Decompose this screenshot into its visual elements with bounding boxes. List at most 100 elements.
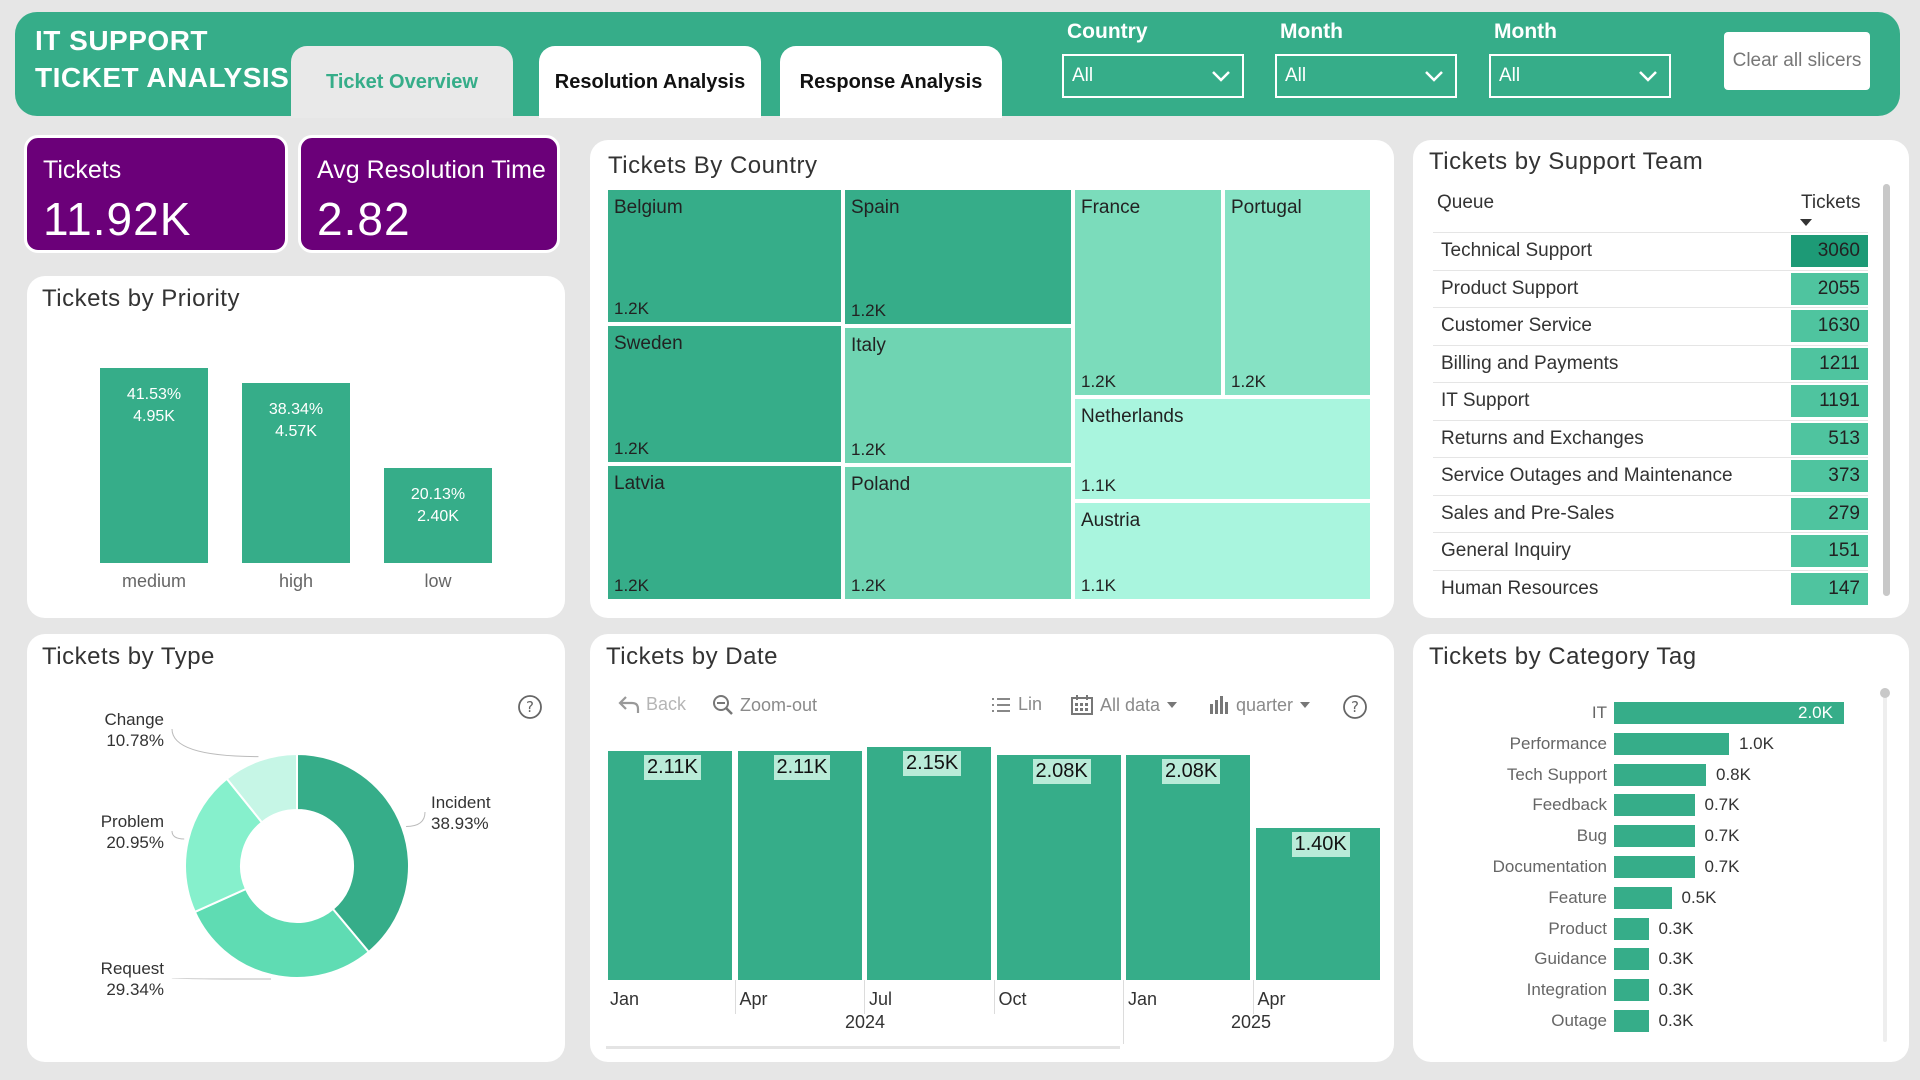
category-bar[interactable] bbox=[1614, 979, 1649, 1002]
tab-label: Resolution Analysis bbox=[554, 70, 746, 93]
treemap-cell[interactable]: Portugal 1.2K bbox=[1223, 188, 1372, 397]
scale-toggle[interactable]: Lin bbox=[990, 694, 1042, 715]
date-bar[interactable] bbox=[996, 754, 1121, 980]
table-row[interactable]: Product Support 2055 bbox=[1433, 269, 1868, 306]
table-row[interactable]: IT Support 1191 bbox=[1433, 382, 1868, 418]
month-slicer-dropdown[interactable]: All bbox=[1275, 54, 1457, 98]
tab-response-analysis[interactable]: Response Analysis bbox=[780, 46, 1002, 118]
queue-column-header[interactable]: Queue bbox=[1437, 192, 1495, 213]
date-bar[interactable] bbox=[867, 747, 991, 980]
country-slicer-dropdown[interactable]: All bbox=[1062, 54, 1244, 98]
scrollbar[interactable] bbox=[1883, 184, 1890, 596]
treemap-cell-value: 1.2K bbox=[851, 576, 886, 595]
kpi-card-tickets: Tickets 11.92K bbox=[24, 135, 288, 253]
country-slicer-label: Country bbox=[1067, 20, 1148, 43]
year-label: 2025 bbox=[1231, 1012, 1272, 1032]
zoom-out-button[interactable]: Zoom-out bbox=[712, 694, 817, 716]
category-value: 0.7K bbox=[1704, 795, 1740, 815]
category-bar[interactable] bbox=[1614, 1010, 1649, 1032]
type-donut-chart: Incident 38.93% Request 29.34% Problem 20.95%… bbox=[101, 710, 491, 999]
tab-ticket-overview[interactable]: Ticket Overview bbox=[291, 46, 513, 118]
table-row[interactable]: Returns and Exchanges 513 bbox=[1433, 419, 1868, 456]
tickets-cell: 2055 bbox=[1791, 272, 1868, 305]
priority-category-label: low bbox=[424, 571, 452, 591]
treemap-cell[interactable]: Poland 1.2K bbox=[843, 465, 1073, 601]
treemap-cell[interactable]: France 1.2K bbox=[1073, 188, 1223, 397]
date-bar-label: 2.15K bbox=[903, 751, 962, 776]
table-row[interactable]: Service Outages and Maintenance 373 bbox=[1433, 457, 1868, 493]
category-name: Feature bbox=[1548, 887, 1607, 907]
date-range-dropdown[interactable]: All data bbox=[1070, 694, 1178, 716]
donut-slice-pct: 10.78% bbox=[106, 731, 164, 750]
priority-bar[interactable]: 41.53% 4.95K bbox=[100, 368, 208, 563]
category-bar[interactable] bbox=[1614, 948, 1649, 971]
scrollbar-thumb[interactable] bbox=[1880, 688, 1890, 698]
country-slicer-value: All bbox=[1072, 65, 1094, 86]
treemap-cell-value: 1.2K bbox=[614, 576, 649, 595]
month2-slicer-dropdown[interactable]: All bbox=[1489, 54, 1671, 98]
category-bar[interactable] bbox=[1614, 732, 1729, 755]
donut-leader-line bbox=[171, 977, 271, 980]
queue-cell: Sales and Pre-Sales bbox=[1441, 502, 1615, 524]
treemap-cell-value: 1.2K bbox=[614, 439, 649, 458]
donut-slice[interactable] bbox=[184, 777, 264, 914]
tickets-column-header[interactable]: Tickets bbox=[1801, 192, 1861, 213]
category-bar[interactable] bbox=[1614, 886, 1672, 909]
donut-slice[interactable] bbox=[225, 752, 298, 824]
type-donut-card: Tickets by Type ? Incident 38.93% Request 2… bbox=[27, 634, 565, 1062]
category-name: Integration bbox=[1526, 980, 1607, 1000]
treemap-cell-value: 1.2K bbox=[1231, 372, 1266, 391]
date-tick-divider bbox=[864, 980, 865, 1014]
treemap-cell[interactable]: Belgium 1.2K bbox=[606, 188, 843, 324]
treemap-cell[interactable]: Italy 1.2K bbox=[843, 326, 1073, 465]
priority-bar[interactable]: 20.13% 2.40K bbox=[384, 468, 492, 563]
treemap-cell[interactable]: Latvia 1.2K bbox=[606, 464, 843, 601]
date-tick-divider bbox=[1252, 980, 1254, 1014]
donut-slice-name: Problem bbox=[101, 812, 164, 831]
back-button[interactable]: Back bbox=[618, 694, 686, 715]
date-bar[interactable] bbox=[1126, 754, 1250, 980]
date-bar[interactable] bbox=[608, 751, 732, 980]
clear-slicers-button[interactable]: Clear all slicers bbox=[1724, 32, 1870, 90]
donut-slice-pct: 38.93% bbox=[431, 814, 489, 833]
category-bar[interactable] bbox=[1614, 825, 1695, 848]
date-bar[interactable] bbox=[737, 751, 862, 980]
table-row[interactable]: Billing and Payments 1211 bbox=[1433, 344, 1868, 381]
treemap-cell[interactable]: Sweden 1.2K bbox=[606, 324, 843, 464]
table-row[interactable]: Human Resources 147 bbox=[1433, 569, 1868, 606]
tickets-cell: 3060 bbox=[1791, 235, 1868, 267]
tickets-cell: 1191 bbox=[1791, 385, 1868, 417]
granularity-dropdown[interactable]: quarter bbox=[1208, 694, 1311, 716]
category-bar[interactable] bbox=[1614, 794, 1695, 817]
category-value: 0.3K bbox=[1658, 949, 1694, 969]
question-circle-icon[interactable]: ? bbox=[1342, 694, 1368, 720]
question-circle-icon[interactable]: ? bbox=[517, 694, 543, 720]
donut-slice[interactable] bbox=[296, 752, 410, 954]
treemap-cell-value: 1.1K bbox=[1081, 476, 1116, 495]
category-bar[interactable] bbox=[1614, 917, 1649, 940]
support-team-title: Tickets by Support Team bbox=[1429, 148, 1704, 175]
priority-bar[interactable]: 38.34% 4.57K bbox=[242, 382, 350, 563]
category-bar[interactable] bbox=[1614, 702, 1844, 724]
table-row[interactable]: General Inquiry 151 bbox=[1433, 532, 1868, 568]
donut-leader-line bbox=[171, 830, 185, 840]
table-row[interactable]: Technical Support 3060 bbox=[1433, 232, 1868, 268]
date-chart-card: Tickets by Date Back Zoom-out Lin All da… bbox=[590, 634, 1394, 1062]
treemap-cell[interactable]: Austria 1.1K bbox=[1073, 501, 1372, 601]
treemap-cell-name: Latvia bbox=[614, 473, 665, 494]
table-row[interactable]: Sales and Pre-Sales 279 bbox=[1433, 494, 1868, 531]
tickets-cell: 151 bbox=[1791, 535, 1868, 567]
treemap-cell[interactable]: Netherlands 1.1K bbox=[1073, 397, 1372, 501]
category-bar[interactable] bbox=[1614, 856, 1695, 878]
treemap-cell[interactable]: Spain 1.2K bbox=[843, 188, 1073, 326]
category-bar[interactable] bbox=[1614, 763, 1706, 786]
country-treemap-title: Tickets By Country bbox=[608, 152, 818, 179]
donut-slice[interactable] bbox=[193, 887, 371, 979]
treemap-cell-name: Italy bbox=[851, 335, 886, 356]
queue-cell: Service Outages and Maintenance bbox=[1441, 465, 1733, 486]
table-row[interactable]: Customer Service 1630 bbox=[1433, 307, 1868, 343]
scrollbar-thumb[interactable] bbox=[1883, 184, 1890, 596]
tab-resolution-analysis[interactable]: Resolution Analysis bbox=[539, 46, 761, 118]
date-scrollbar[interactable] bbox=[606, 1046, 1120, 1049]
scrollbar[interactable] bbox=[1880, 688, 1890, 1042]
